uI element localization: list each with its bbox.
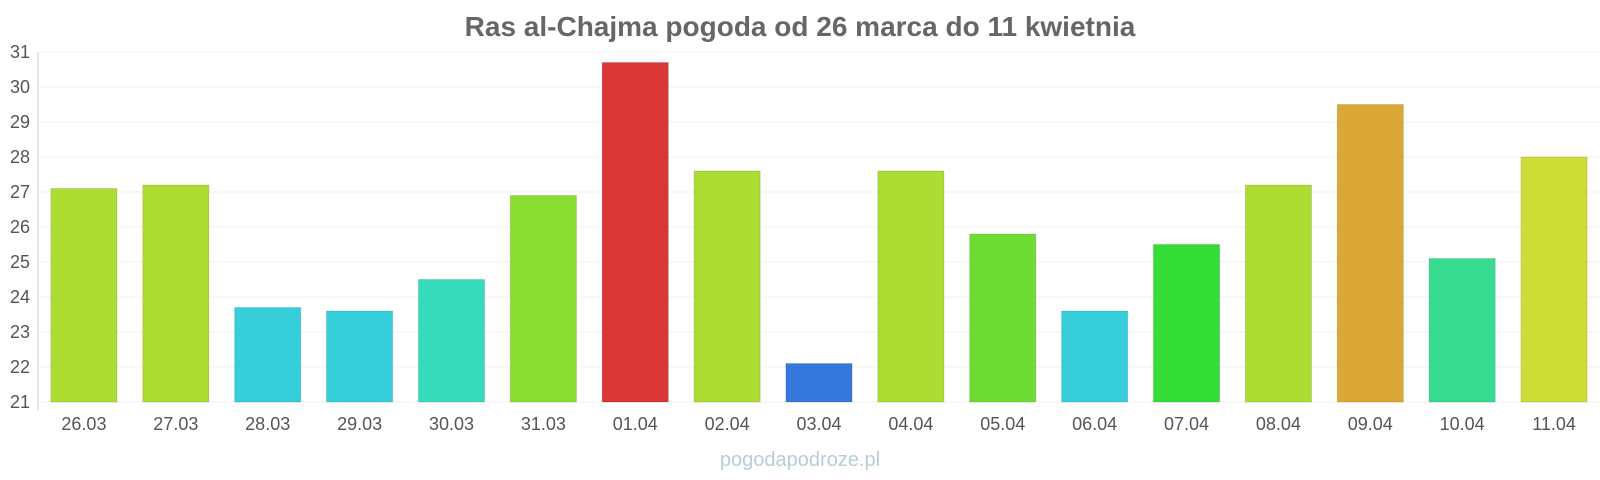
bar-08.04 [1244,184,1312,403]
bar-28.03 [234,307,302,403]
x-tick-label: 01.04 [613,414,658,434]
x-tick-label: 30.03 [429,414,474,434]
x-tick-label: 26.03 [61,414,106,434]
bar-27.03 [142,184,210,403]
x-tick-label: 31.03 [521,414,566,434]
y-tick-label: 30 [10,77,30,97]
y-tick-label: 25 [10,252,30,272]
bar-02.04 [693,170,761,403]
x-tick-label: 27.03 [153,414,198,434]
bar-05.04 [969,233,1037,403]
y-tick-label: 26 [10,217,30,237]
x-tick-label: 29.03 [337,414,382,434]
x-axis-ticks: 26.03 27.03 28.03 29.03 30.03 31.03 01.04 02.04… [61,414,1576,434]
y-tick-label: 28 [10,147,30,167]
x-tick-label: 03.04 [796,414,841,434]
bar-06.04 [1061,310,1129,403]
y-axis-ticks: 21 22 23 24 25 26 27 28 29 30 31 [10,42,30,412]
bar-01.04 [601,62,669,403]
bar-07.04 [1152,244,1221,403]
bars [50,62,1588,403]
x-tick-label: 08.04 [1256,414,1301,434]
y-tick-label: 31 [10,42,30,62]
x-tick-label: 04.04 [888,414,933,434]
bar-29.03 [326,310,394,403]
x-tick-label: 09.04 [1348,414,1393,434]
y-tick-label: 27 [10,182,30,202]
bar-03.04 [785,363,853,403]
x-tick-label: 28.03 [245,414,290,434]
x-tick-label: 05.04 [980,414,1025,434]
bar-31.03 [509,195,577,403]
x-tick-label: 06.04 [1072,414,1117,434]
y-tick-label: 29 [10,112,30,132]
chart-title: Ras al-Chajma pogoda od 26 marca do 11 k… [465,11,1136,42]
bar-11.04 [1520,156,1588,403]
bar-04.04 [877,170,945,403]
y-tick-label: 24 [10,287,30,307]
bar-09.04 [1336,104,1404,403]
y-tick-label: 21 [10,392,30,412]
footer-watermark: pogodapodroze.pl [720,449,880,471]
x-tick-label: 11.04 [1532,414,1576,434]
x-tick-label: 07.04 [1164,414,1209,434]
bar-10.04 [1428,258,1496,403]
bar-26.03 [50,188,118,403]
y-tick-label: 22 [10,357,30,377]
bar-30.03 [417,279,486,403]
x-tick-label: 10.04 [1440,414,1485,434]
y-tick-label: 23 [10,322,30,342]
x-tick-label: 02.04 [705,414,750,434]
